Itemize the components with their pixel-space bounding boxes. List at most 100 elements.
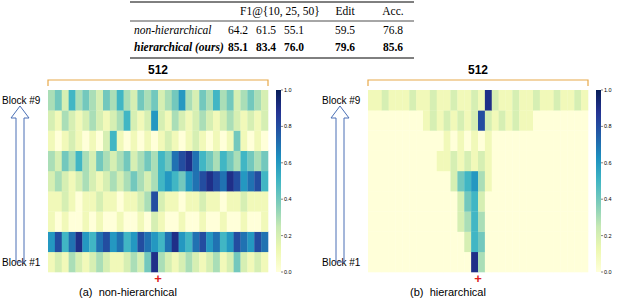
heatmap-cell xyxy=(471,110,478,131)
heatmap-cell xyxy=(457,232,464,253)
heatmap-cell xyxy=(76,151,83,172)
heatmap-cell xyxy=(451,232,458,253)
heatmap-cell xyxy=(241,151,248,172)
heatmap-cell xyxy=(117,232,124,253)
table-cell: 83.4 xyxy=(256,41,276,53)
query-marker: + xyxy=(474,271,482,286)
heatmap-cell xyxy=(69,110,76,131)
heatmap-cell xyxy=(506,90,513,111)
heatmap-cell xyxy=(423,110,430,131)
heatmap-cell xyxy=(478,232,485,253)
heatmap-cell xyxy=(375,171,382,192)
heatmap-cell xyxy=(402,130,409,151)
heatmap-cell xyxy=(151,211,158,232)
heatmap-cell xyxy=(409,90,416,111)
heatmap-cell xyxy=(574,171,581,192)
heatmap-cell xyxy=(234,191,241,212)
heatmap-cell xyxy=(48,252,55,273)
heatmap-cell xyxy=(55,211,62,232)
heatmap-cell xyxy=(396,90,403,111)
heatmap-cell xyxy=(144,110,151,131)
heatmap-cell xyxy=(519,171,526,192)
heatmap-cell xyxy=(89,90,96,111)
heatmap-cell xyxy=(581,211,588,232)
heatmap-cell xyxy=(416,171,423,192)
table-rule xyxy=(130,58,414,59)
table-header: Edit xyxy=(335,5,355,17)
heatmap-cell xyxy=(213,130,220,151)
width-bracket xyxy=(368,80,588,86)
heatmap-cell xyxy=(62,90,69,111)
heatmap-cell xyxy=(574,252,581,273)
heatmap-cell xyxy=(485,191,492,212)
heatmap-cell xyxy=(124,191,131,212)
heatmap-cell xyxy=(103,151,110,172)
heatmap-cell xyxy=(485,232,492,253)
colorbar-tick xyxy=(601,90,603,91)
heatmap-cell xyxy=(396,252,403,273)
heatmap-cell xyxy=(165,211,172,232)
heatmap-cell xyxy=(117,191,124,212)
heatmap-cell xyxy=(382,130,389,151)
heatmap-cell xyxy=(144,130,151,151)
heatmap-cell xyxy=(234,232,241,253)
heatmap-cell xyxy=(227,252,234,273)
heatmap-cell xyxy=(423,151,430,172)
heatmap-panel: Block #1Block #9512+0.00.20.40.60.81.0(a… xyxy=(2,63,292,298)
colorbar-tick xyxy=(281,126,283,127)
heatmap-cell xyxy=(561,110,568,131)
heatmap-cell xyxy=(540,130,547,151)
heatmap-cell xyxy=(179,151,186,172)
heatmap-cell xyxy=(199,211,206,232)
heatmap-cell xyxy=(471,232,478,253)
heatmap-cell xyxy=(247,191,254,212)
heatmap-cell xyxy=(396,171,403,192)
heatmap-cell xyxy=(485,171,492,192)
heatmap-cell xyxy=(471,211,478,232)
heatmap-cell xyxy=(144,171,151,192)
heatmap-cell xyxy=(199,252,206,273)
heatmap-cell xyxy=(561,252,568,273)
heatmap-cell xyxy=(382,151,389,172)
heatmap-cell xyxy=(526,110,533,131)
heatmap-cell xyxy=(186,252,193,273)
heatmap-cell xyxy=(375,191,382,212)
heatmap-cell xyxy=(110,191,117,212)
heatmap-cell xyxy=(437,171,444,192)
heatmap-cell xyxy=(124,171,131,192)
row-label: hierarchical (ours) xyxy=(134,41,224,54)
heatmap-cell xyxy=(533,232,540,253)
heatmap-cell xyxy=(402,211,409,232)
heatmap-cell xyxy=(131,232,138,253)
heatmap-cell xyxy=(165,171,172,192)
heatmap-cell xyxy=(540,191,547,212)
heatmap-cell xyxy=(247,252,254,273)
heatmap-cell xyxy=(451,130,458,151)
heatmap-cell xyxy=(137,232,144,253)
heatmap-cell xyxy=(234,211,241,232)
heatmap-cell xyxy=(389,171,396,192)
heatmap-cell xyxy=(192,171,199,192)
heatmap-cell xyxy=(241,130,248,151)
heatmap-cell xyxy=(389,252,396,273)
heatmap-cell xyxy=(82,171,89,192)
heatmap-cell xyxy=(144,191,151,212)
heatmap-cell xyxy=(206,232,213,253)
heatmap-cell xyxy=(172,211,179,232)
heatmap-cell xyxy=(76,130,83,151)
heatmap-cell xyxy=(186,90,193,111)
heatmap-cell xyxy=(409,110,416,131)
heatmap-cell xyxy=(62,130,69,151)
heatmap-cell xyxy=(69,151,76,172)
heatmap-cell xyxy=(451,110,458,131)
heatmap-cell xyxy=(247,211,254,232)
heatmap-cell xyxy=(192,130,199,151)
heatmap-cell xyxy=(402,151,409,172)
colorbar-tick-label: 0.0 xyxy=(284,269,292,275)
heatmap-cell xyxy=(561,130,568,151)
heatmap-cell xyxy=(485,252,492,273)
heatmap-cell xyxy=(144,90,151,111)
heatmap-cell xyxy=(69,211,76,232)
heatmap-cell xyxy=(499,90,506,111)
heatmap-cell xyxy=(206,90,213,111)
